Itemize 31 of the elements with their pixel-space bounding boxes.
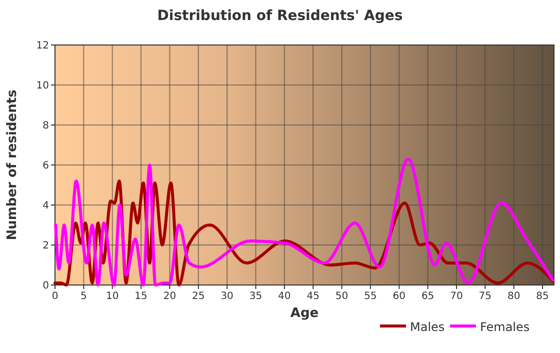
legend-label: Females <box>480 320 530 334</box>
line-series <box>54 158 554 286</box>
x-tick-label: 60 <box>392 291 406 302</box>
x-tick-label: 30 <box>220 291 234 302</box>
y-tick-label: 8 <box>42 120 49 132</box>
y-tick-label: 4 <box>42 200 49 212</box>
y-tick-label: 2 <box>42 240 49 252</box>
x-tick-label: 20 <box>163 291 176 302</box>
x-tick-label: 80 <box>507 291 520 302</box>
y-tick-label: 0 <box>42 280 49 292</box>
legend-label: Males <box>410 320 445 334</box>
x-tick-label: 65 <box>421 291 434 302</box>
y-axis-title: Number of residents <box>5 89 20 240</box>
x-tick-label: 35 <box>249 291 262 302</box>
x-tick-label: 75 <box>478 291 492 302</box>
x-tick-label: 45 <box>306 291 320 302</box>
x-tick-label: 0 <box>52 291 58 302</box>
x-tick-label: 5 <box>80 291 87 302</box>
x-tick-label: 50 <box>335 291 348 302</box>
x-tick-label: 10 <box>106 291 119 302</box>
x-tick-label: 85 <box>536 291 549 302</box>
x-tick-label: 70 <box>450 291 463 302</box>
y-tick-label: 10 <box>36 80 49 92</box>
y-tick-label: 12 <box>36 40 49 52</box>
x-axis-title: Age <box>290 306 319 321</box>
chart-title: Distribution of Residents' Ages <box>157 8 403 24</box>
x-tick-label: 25 <box>192 291 205 302</box>
x-tick-label: 55 <box>364 291 377 302</box>
y-tick-label: 6 <box>42 160 49 172</box>
x-tick-label: 40 <box>278 291 291 302</box>
x-tick-label: 15 <box>134 291 148 302</box>
